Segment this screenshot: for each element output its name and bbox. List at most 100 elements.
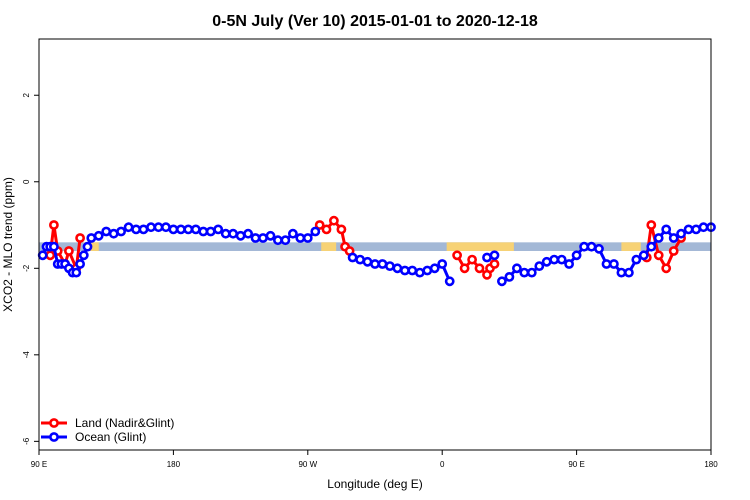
ocean-data-point bbox=[302, 233, 313, 243]
x-tick-label: 180 bbox=[704, 460, 718, 469]
x-tick-label: 180 bbox=[167, 460, 181, 469]
land-data-point bbox=[49, 220, 59, 230]
chart-title: 0-5N July (Ver 10) 2015-01-01 to 2020-12… bbox=[212, 13, 538, 30]
ocean-data-point bbox=[482, 252, 492, 263]
ocean-data-point bbox=[243, 228, 253, 239]
ocean-data-point bbox=[213, 224, 224, 235]
ocean-data-point bbox=[437, 259, 448, 269]
ocean-data-point bbox=[384, 261, 395, 271]
y-tick-label: -2 bbox=[22, 264, 31, 272]
ocean-data-point bbox=[310, 226, 321, 237]
ocean-data-point bbox=[429, 263, 440, 274]
land-data-point bbox=[653, 250, 664, 261]
land-data-point bbox=[474, 263, 485, 274]
ocean-data-point bbox=[414, 267, 425, 278]
ocean-data-point bbox=[526, 267, 537, 278]
ocean-data-point bbox=[407, 265, 418, 276]
ocean-data-point bbox=[71, 267, 82, 278]
land-data-point bbox=[314, 220, 325, 230]
ocean-data-point bbox=[594, 243, 604, 254]
ocean-data-point bbox=[653, 233, 664, 243]
ocean-data-point bbox=[676, 228, 686, 239]
ocean-data-point bbox=[556, 254, 567, 265]
land-legend-label: Land (Nadir&Glint) bbox=[75, 416, 174, 430]
land-data-point bbox=[64, 246, 74, 256]
land-data-point bbox=[646, 220, 657, 230]
x-tick-label: 90 W bbox=[298, 460, 317, 469]
x-axis-label: Longitude (deg E) bbox=[327, 477, 422, 491]
ocean-data-point bbox=[541, 256, 552, 267]
land-data-point bbox=[668, 246, 679, 256]
y-tick-label: 2 bbox=[22, 92, 31, 97]
ocean-data-point bbox=[347, 252, 358, 263]
ocean-data-point bbox=[82, 241, 93, 252]
y-axis-label: XCO2 - MLO trend (ppm) bbox=[1, 177, 15, 312]
x-tick-label: 0 bbox=[440, 460, 445, 469]
y-tick-label: -6 bbox=[22, 437, 31, 445]
x-axis: 90 E 180 90 W 0 90 E 180 bbox=[31, 450, 718, 469]
ocean-data-point bbox=[280, 235, 291, 246]
ocean-data-point bbox=[183, 224, 194, 235]
ocean-data-point bbox=[392, 263, 403, 274]
ocean-data-point bbox=[661, 224, 672, 235]
ocean-data-point bbox=[586, 241, 597, 252]
ocean-data-point bbox=[75, 259, 85, 269]
ocean-data-point bbox=[160, 222, 171, 233]
ocean-data-point bbox=[638, 250, 649, 261]
land-data-point bbox=[75, 233, 85, 243]
band-highlight bbox=[321, 242, 337, 251]
ocean-data-point bbox=[512, 263, 522, 274]
ocean-data-point bbox=[609, 259, 619, 269]
ocean-data-point bbox=[37, 250, 48, 261]
ocean-data-point bbox=[49, 241, 59, 252]
land-data-point bbox=[459, 263, 470, 274]
plot-area bbox=[37, 215, 716, 287]
ocean-data-point bbox=[146, 222, 156, 233]
ocean-data-point bbox=[519, 267, 530, 278]
ocean-data-point bbox=[123, 222, 134, 233]
y-tick-label: -4 bbox=[22, 351, 31, 359]
ocean-data-point bbox=[362, 256, 373, 267]
ocean-data-point bbox=[668, 233, 679, 243]
land-data-point bbox=[661, 263, 672, 274]
ocean-data-point bbox=[258, 233, 268, 243]
ocean-data-point bbox=[624, 267, 634, 278]
land-legend-marker bbox=[49, 418, 59, 428]
band-highlight bbox=[621, 242, 641, 251]
y-tick-label: 0 bbox=[22, 179, 31, 184]
ocean-data-point bbox=[250, 233, 261, 243]
ocean-data-point bbox=[549, 254, 560, 265]
ocean-data-point bbox=[116, 226, 126, 237]
land-data-point bbox=[45, 250, 56, 261]
land-data-point bbox=[467, 254, 477, 265]
ocean-data-point bbox=[489, 250, 500, 261]
land-data-point bbox=[489, 259, 500, 269]
ocean-data-point bbox=[101, 226, 112, 237]
land-data-point bbox=[336, 224, 347, 235]
ocean-data-point bbox=[631, 254, 642, 265]
ocean-legend-label: Ocean (Glint) bbox=[75, 430, 146, 444]
legend: Land (Nadir&Glint)Ocean (Glint) bbox=[41, 416, 174, 444]
ocean-data-point bbox=[272, 235, 283, 246]
land-data-point bbox=[321, 224, 332, 235]
ocean-legend-marker bbox=[49, 432, 59, 442]
ocean-data-point bbox=[138, 224, 149, 235]
ocean-data-point bbox=[698, 222, 709, 233]
plot-frame bbox=[38, 38, 712, 451]
ocean-data-point bbox=[93, 230, 104, 241]
ocean-data-point bbox=[370, 259, 380, 269]
land-data-point bbox=[452, 250, 462, 261]
ocean-data-point bbox=[295, 233, 306, 243]
ocean-data-point bbox=[683, 224, 694, 235]
ocean-data-point bbox=[496, 276, 507, 287]
y-axis: 2 0 -2 -4 -6 bbox=[22, 92, 39, 445]
ocean-data-point bbox=[444, 276, 455, 287]
ocean-data-point bbox=[646, 241, 657, 252]
ocean-data-point bbox=[534, 261, 545, 271]
ocean-data-point bbox=[564, 259, 574, 269]
ocean-data-point bbox=[616, 267, 627, 278]
ocean-data-point bbox=[190, 224, 201, 235]
ocean-data-point bbox=[287, 228, 298, 239]
